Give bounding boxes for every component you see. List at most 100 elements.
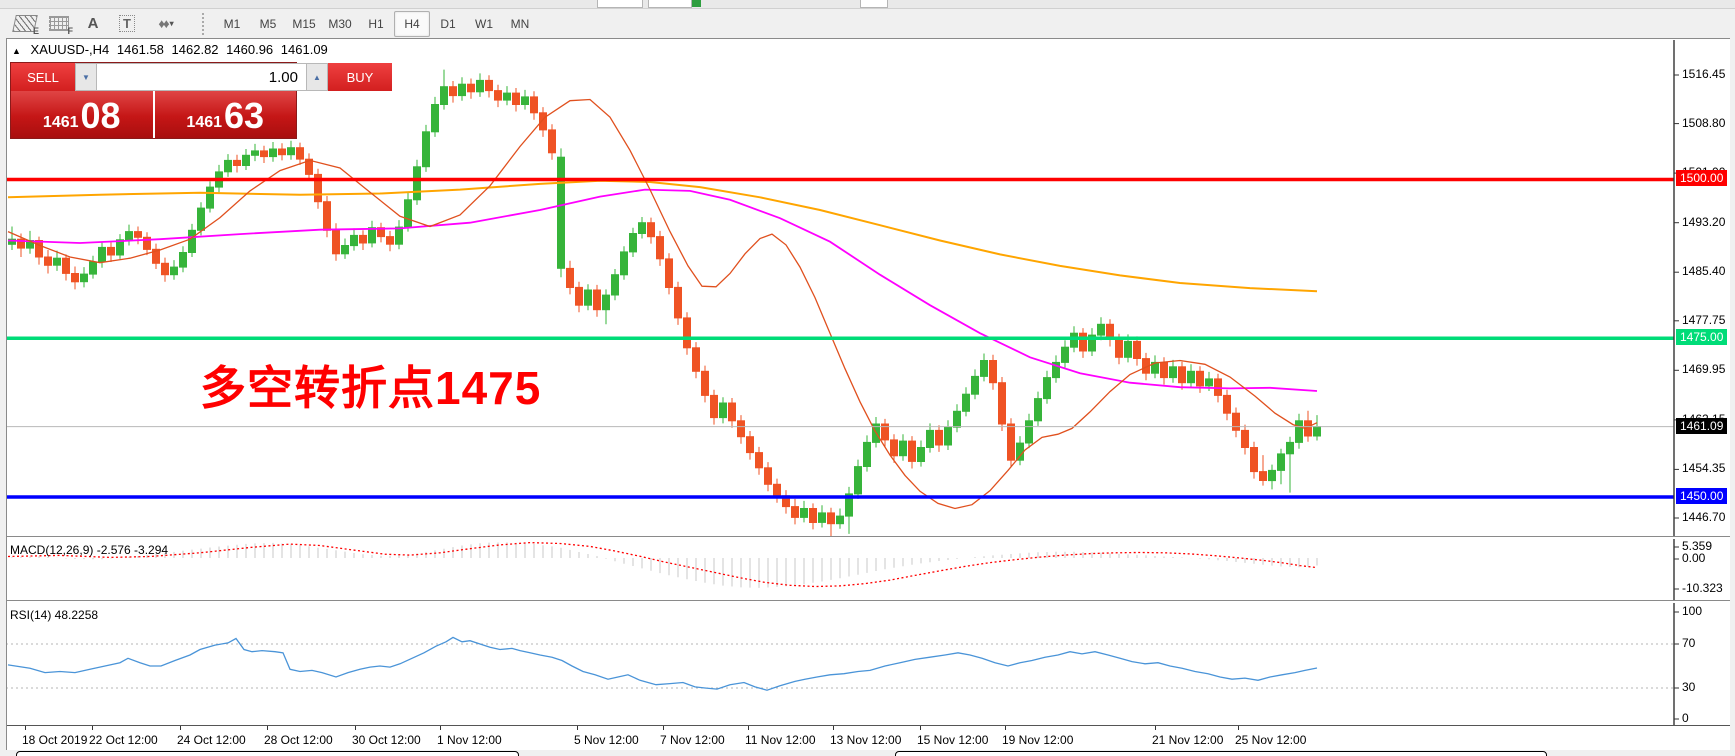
panel-separator[interactable] [0,600,1735,603]
cropped-toolbar-item [860,0,888,8]
price-tick-label: 1485.40 [1682,264,1726,279]
top-cropped-toolbar [0,0,1735,9]
symbol-period-label: XAUUSD-,H4 [30,42,110,57]
price-tick-label: 1508.80 [1682,115,1726,130]
indicator-tick-label: 5.359 [1682,539,1713,553]
price-level-label: 1475.00 [1676,329,1728,346]
volume-increase-button[interactable]: ▲ [306,63,328,91]
time-tick-label: 19 Nov 12:00 [1002,733,1074,747]
time-axis[interactable]: 18 Oct 2019 22 Oct 12:00 24 Oct 12:00 28 Oc… [0,725,1735,751]
rsi-indicator-plot[interactable] [0,603,1735,725]
one-click-trading-panel: SELL ▼ ▲ BUY 1461 08 1461 63 [10,62,392,139]
bottom-cropped-area [0,750,1735,756]
time-tick [92,726,93,730]
timeframe-button-w1[interactable]: W1 [475,16,493,31]
text-label-a-icon: A [87,15,99,32]
time-tick-label: 5 Nov 12:00 [574,733,639,747]
textbox-t-icon: T [119,15,135,32]
hatch-pattern-icon-button[interactable]: E [8,11,42,37]
timeframe-button-mn[interactable]: MN [510,16,530,31]
timeframe-toolbar: M1 M5 M15 M30 H1 H4 D1 W1 MN [214,10,538,37]
indicator-tick-label: -10.323 [1682,581,1723,595]
indicator-tick-label: 30 [1682,680,1696,694]
price-tick-label: 1454.35 [1682,461,1726,476]
drawing-toolbar: E F A T ♦♦ ▾ M1 M5 M15 M30 H1 H4 D1 W1 MN [0,9,1735,39]
time-tick [1005,726,1006,730]
sell-button[interactable]: SELL [11,63,75,91]
time-tick-label: 25 Nov 12:00 [1235,733,1307,747]
bid-price-prefix: 1461 [42,114,79,131]
time-tick [180,726,181,730]
indicator-tick-label: 100 [1682,604,1703,618]
price-tick-label: 1469.95 [1682,362,1726,377]
macd-label: MACD(12,26,9) -2.576 -3.294 [10,543,169,557]
text-label-button[interactable]: A [76,11,110,37]
time-tick [355,726,356,730]
time-tick-label: 22 Oct 12:00 [89,733,158,747]
volume-input[interactable] [97,63,306,91]
timeframe-button-m15[interactable]: M15 [292,16,316,31]
timeframe-button-h1[interactable]: H1 [368,16,384,31]
grid-icon [49,16,69,31]
volume-decrease-button[interactable]: ▼ [75,63,97,91]
indicator-tick-label: 0.00 [1682,551,1706,565]
time-tick [748,726,749,730]
ohlc-open: 1461.58 [116,42,164,57]
main-chart-plot[interactable] [0,40,1735,536]
time-tick-label: 30 Oct 12:00 [352,733,421,747]
time-tick-label: 13 Nov 12:00 [830,733,902,747]
timeframe-button-h4[interactable]: H4 [394,10,430,37]
time-tick [1238,726,1239,730]
time-tick [577,726,578,730]
time-tick [25,726,26,730]
price-tick-label: 1477.75 [1682,312,1726,327]
toolbar-grip-handle[interactable] [202,12,208,35]
bottom-tab-fragment[interactable] [895,751,1547,756]
time-tick [440,726,441,730]
price-tick-label: 1493.20 [1682,214,1726,229]
ohlc-high: 1462.82 [171,42,219,57]
cropped-green-icon [692,0,701,7]
chart-window [0,38,1735,756]
bid-price-display[interactable]: 1461 08 [11,91,155,138]
ohlc-close: 1461.09 [280,42,328,57]
buy-button[interactable]: BUY [328,63,392,91]
ask-price-big: 63 [224,95,265,136]
bid-price-big: 08 [80,95,121,136]
cycle-arrows-icon: ♦♦ [158,16,169,31]
timeframe-button-m1[interactable]: M1 [223,16,241,31]
timeframe-button-m30[interactable]: M30 [328,16,352,31]
timeframe-button-m5[interactable]: M5 [259,16,277,31]
grid-icon-sub: F [67,25,74,36]
time-tick [833,726,834,730]
timeframe-button-d1[interactable]: D1 [440,16,456,31]
grid-icon-button[interactable]: F [42,11,76,37]
time-tick [663,726,664,730]
time-tick [920,726,921,730]
collapse-triangle-icon[interactable]: ▲ [12,46,21,56]
macd-indicator-plot[interactable] [0,539,1735,600]
time-tick [267,726,268,730]
price-level-label: 1450.00 [1676,488,1728,505]
chevron-down-icon: ▾ [169,19,174,28]
panel-separator[interactable] [0,536,1735,539]
cropped-toolbar-item [648,0,692,8]
time-tick-label: 21 Nov 12:00 [1152,733,1224,747]
textbox-button[interactable]: T [110,11,144,37]
hatch-pattern-icon-sub: E [32,25,39,36]
chart-text-annotation[interactable]: 多空转折点1475 [200,362,542,414]
rsi-label: RSI(14) 48.2258 [10,608,99,622]
cropped-toolbar-item [597,0,643,8]
time-tick-label: 28 Oct 12:00 [264,733,333,747]
time-tick-label: 15 Nov 12:00 [917,733,989,747]
time-tick-label: 18 Oct 2019 [22,733,88,747]
time-tick-label: 11 Nov 12:00 [745,733,816,747]
price-tick-label: 1446.70 [1682,510,1726,524]
cycle-arrows-button[interactable]: ♦♦ ▾ [144,11,188,37]
ask-price-display[interactable]: 1461 63 [154,91,296,138]
chart-header: ▲ XAUUSD-,H4 1461.58 1462.82 1460.96 146… [12,42,332,57]
time-tick-label: 7 Nov 12:00 [660,733,725,747]
bottom-tab-fragment[interactable] [16,751,519,756]
price-level-label: 1461.09 [1676,417,1728,434]
